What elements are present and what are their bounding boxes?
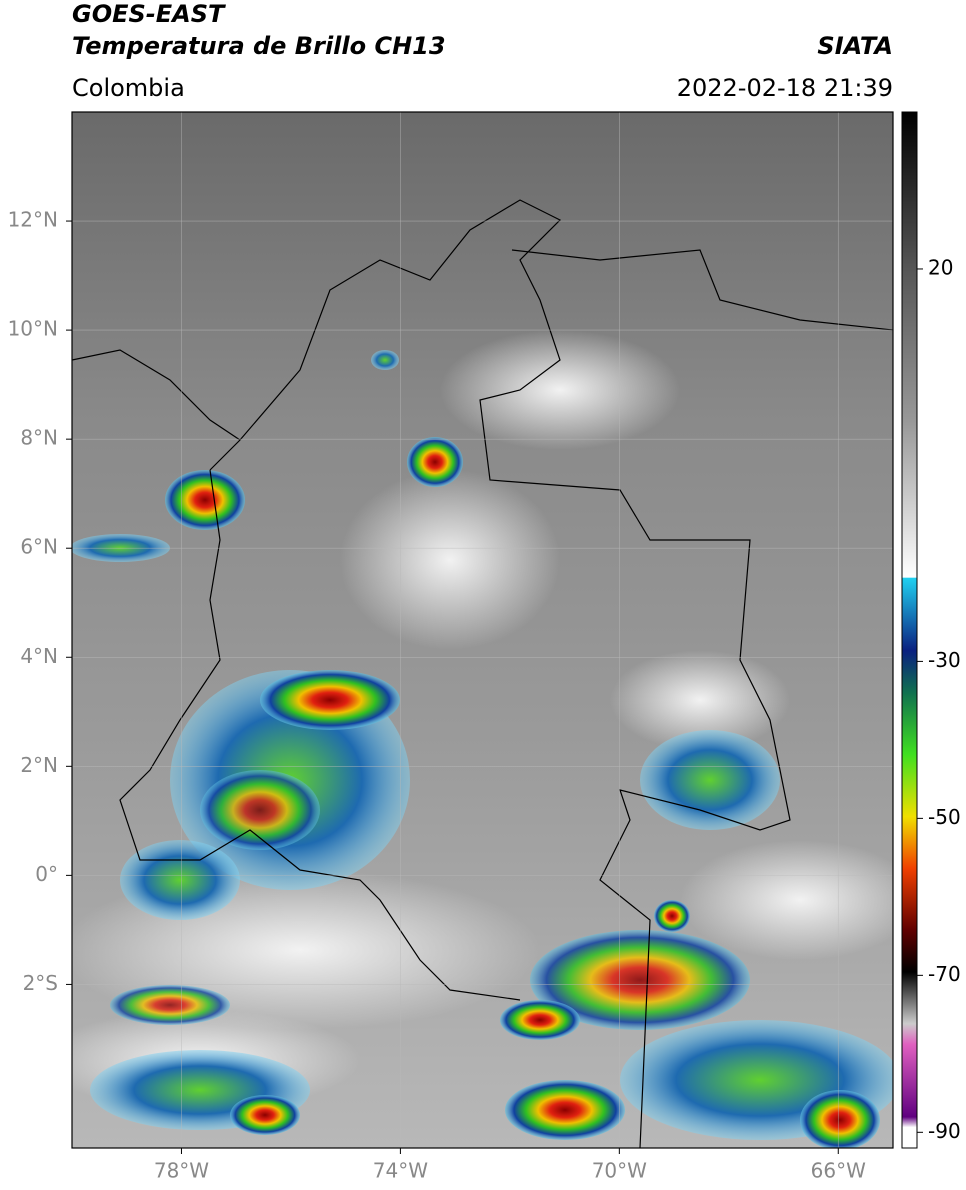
title: GOES-EAST — [72, 0, 226, 28]
y-tick-label: 2°N — [20, 753, 58, 777]
colorbar-tick-label: -50 — [928, 805, 961, 829]
y-tick-label: 4°N — [20, 644, 58, 668]
colorbar — [901, 111, 918, 1149]
y-tick-label: 12°N — [8, 208, 58, 232]
subtitle: Temperatura de Brillo CH13 — [72, 32, 446, 60]
colorbar-tick-label: -30 — [928, 648, 961, 672]
colorbar-tick-label: 20 — [928, 255, 953, 279]
colorbar-tick-label: -90 — [928, 1119, 961, 1143]
y-tick-label: 10°N — [8, 317, 58, 341]
x-tick-label: 70°W — [592, 1159, 647, 1183]
colorbar-tick-label: -70 — [928, 962, 961, 986]
y-tick-label: 2°S — [23, 971, 58, 995]
map-frame — [71, 111, 894, 1149]
datetime: 2022-02-18 21:39 — [677, 74, 893, 102]
region: Colombia — [72, 74, 185, 102]
source: SIATA — [817, 32, 893, 60]
y-tick-label: 0° — [35, 862, 58, 886]
y-tick-label: 8°N — [20, 426, 58, 450]
x-tick-label: 74°W — [373, 1159, 428, 1183]
satellite-image — [72, 112, 893, 1148]
x-tick-label: 78°W — [154, 1159, 209, 1183]
x-tick-label: 66°W — [811, 1159, 866, 1183]
y-tick-label: 6°N — [20, 535, 58, 559]
